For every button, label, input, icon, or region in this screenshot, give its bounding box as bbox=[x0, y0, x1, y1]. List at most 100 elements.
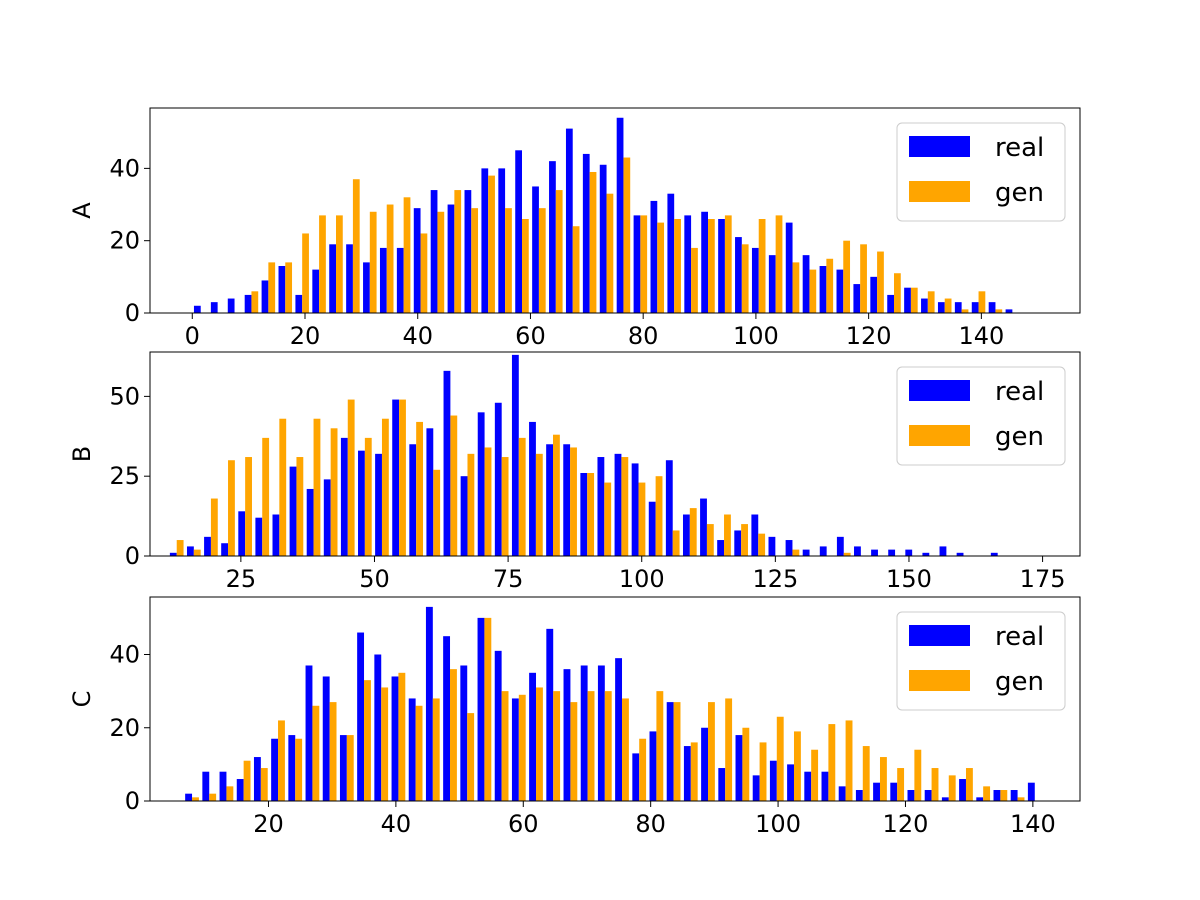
bar-gen bbox=[536, 687, 543, 801]
bar-real bbox=[802, 255, 810, 313]
bar-gen bbox=[877, 251, 884, 313]
bar-gen bbox=[243, 760, 251, 801]
y-axis-label: A bbox=[68, 202, 96, 219]
bar-real bbox=[288, 735, 296, 801]
bar-real bbox=[443, 636, 451, 801]
x-tick-label: 60 bbox=[508, 810, 539, 838]
bar-gen bbox=[467, 713, 475, 801]
bar-gen bbox=[364, 437, 372, 556]
bar-gen bbox=[828, 724, 836, 801]
bar-gen bbox=[488, 175, 495, 313]
bar-gen bbox=[862, 746, 870, 801]
x-tick-label: 40 bbox=[402, 322, 433, 350]
bar-gen bbox=[758, 533, 766, 556]
bar-gen bbox=[983, 786, 991, 801]
bar-gen bbox=[454, 190, 462, 313]
bar-real bbox=[735, 237, 742, 313]
bar-real bbox=[632, 753, 640, 801]
bar-real bbox=[922, 552, 930, 556]
bar-gen bbox=[484, 617, 492, 801]
bar-real bbox=[907, 790, 915, 801]
bar-gen bbox=[228, 460, 235, 556]
bar-gen bbox=[621, 457, 629, 556]
bar-real bbox=[529, 421, 536, 556]
bar-real bbox=[941, 797, 949, 801]
bar-gen bbox=[690, 742, 698, 801]
bar-gen bbox=[450, 669, 457, 801]
bar-real bbox=[329, 244, 336, 313]
bar-real bbox=[888, 549, 896, 556]
bar-gen bbox=[691, 247, 698, 313]
bar-real bbox=[751, 247, 759, 313]
bar-gen bbox=[433, 469, 441, 556]
bar-real bbox=[443, 370, 451, 556]
bar-real bbox=[546, 444, 553, 556]
x-tick-label: 140 bbox=[958, 322, 1004, 350]
legend-label-gen: gen bbox=[995, 178, 1044, 208]
bar-real bbox=[665, 460, 673, 556]
x-tick-label: 80 bbox=[628, 322, 659, 350]
bar-gen bbox=[978, 291, 986, 313]
bar-real bbox=[937, 302, 945, 313]
bar-real bbox=[289, 466, 297, 556]
bar-real bbox=[1010, 790, 1018, 801]
bar-real bbox=[718, 768, 726, 801]
bar-real bbox=[752, 775, 760, 801]
bar-real bbox=[295, 294, 303, 313]
bar-real bbox=[616, 117, 624, 313]
bar-real bbox=[204, 536, 211, 556]
x-tick-label: 100 bbox=[733, 322, 779, 350]
bar-gen bbox=[914, 749, 922, 801]
bar-real bbox=[871, 549, 878, 556]
bar-gen bbox=[673, 702, 681, 801]
bar-real bbox=[904, 287, 911, 313]
bar-real bbox=[563, 444, 571, 556]
bar-real bbox=[278, 266, 286, 313]
bar-gen bbox=[931, 768, 939, 801]
bar-real bbox=[546, 628, 554, 801]
bar-gen bbox=[295, 738, 303, 801]
bar-gen bbox=[965, 768, 973, 801]
bar-gen bbox=[381, 418, 389, 556]
bar-gen bbox=[518, 437, 526, 556]
legend: real gen bbox=[896, 366, 1066, 466]
legend-label-real: real bbox=[995, 377, 1044, 407]
bar-real bbox=[392, 399, 400, 556]
bar-real bbox=[464, 190, 472, 313]
bar-real bbox=[363, 262, 370, 313]
bar-gen bbox=[570, 702, 578, 801]
bar-gen bbox=[279, 418, 287, 556]
bar-gen bbox=[505, 208, 512, 313]
bar-real bbox=[227, 298, 235, 313]
bar-real bbox=[751, 514, 759, 556]
bar-real bbox=[425, 606, 433, 801]
bar-gen bbox=[622, 698, 629, 801]
bar-real bbox=[210, 302, 218, 313]
bar-real bbox=[565, 128, 573, 313]
bar-real bbox=[305, 665, 313, 801]
bar-real bbox=[648, 501, 656, 556]
bar-real bbox=[854, 546, 861, 556]
bar-real bbox=[666, 702, 674, 801]
bar-real bbox=[253, 757, 261, 801]
x-tick-label: 150 bbox=[886, 565, 932, 593]
bar-gen bbox=[843, 552, 851, 556]
axes-frame bbox=[149, 596, 1081, 802]
bar-real bbox=[409, 444, 417, 556]
bar-real bbox=[768, 536, 776, 556]
bar-gen bbox=[640, 215, 648, 313]
bar-real bbox=[1005, 309, 1013, 313]
bar-real bbox=[804, 771, 812, 801]
bar-gen bbox=[948, 775, 956, 801]
x-tick-label: 100 bbox=[755, 810, 801, 838]
bar-real bbox=[340, 437, 348, 556]
y-tick-label: 25 bbox=[109, 462, 140, 490]
bar-gen bbox=[587, 691, 595, 801]
bar-real bbox=[426, 428, 434, 556]
x-tick-label: 75 bbox=[493, 565, 524, 593]
x-tick-label: 25 bbox=[226, 565, 257, 593]
bar-gen bbox=[741, 244, 749, 313]
bar-real bbox=[236, 779, 244, 801]
bar-real bbox=[838, 786, 846, 801]
